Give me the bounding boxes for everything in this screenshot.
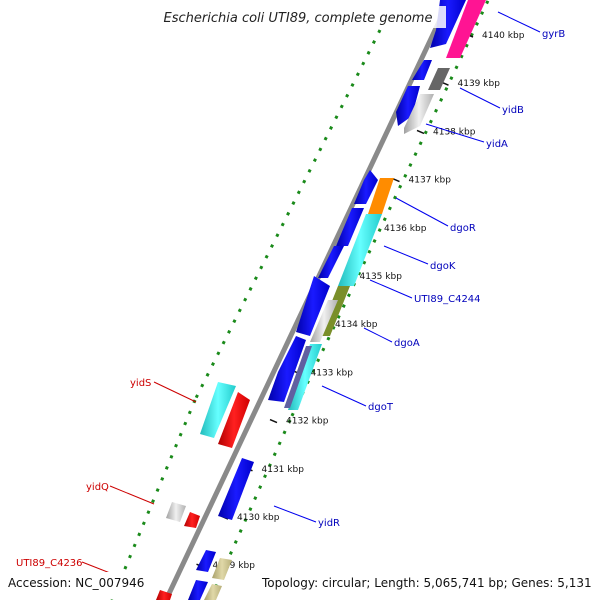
gene-yidA[interactable] <box>404 94 434 134</box>
footer-backdrop-right <box>256 572 596 592</box>
gene-lower-blue-1[interactable] <box>196 550 216 572</box>
gene-yidQ[interactable] <box>184 512 200 528</box>
accession-text: Accession: NC_007946 <box>8 576 144 590</box>
tick-label: 4130 kbp <box>237 513 280 523</box>
tick-label: 4137 kbp <box>409 176 452 186</box>
tick-label: 4140 kbp <box>482 31 525 41</box>
label-dgoR[interactable]: dgoR <box>450 223 476 234</box>
tick-mark <box>416 129 425 135</box>
label-dgoK[interactable]: dgoK <box>430 261 456 272</box>
gc-dotted-line-inner <box>193 29 382 401</box>
gene-dgoR[interactable] <box>368 178 394 214</box>
leader-yidR <box>273 505 317 523</box>
gene-dgoT[interactable] <box>288 344 322 410</box>
tick-mark <box>392 177 400 183</box>
leader-yidA <box>425 123 485 143</box>
gc-content-track <box>110 0 490 600</box>
tick-label: 4139 kbp <box>458 79 501 89</box>
gc-dotted-line-outer <box>288 0 490 421</box>
gene-dgoT-blue[interactable] <box>268 336 306 402</box>
label-yidB[interactable]: yidB <box>502 105 524 116</box>
footer-backdrop-left <box>4 572 154 592</box>
gene-lower-khaki-2[interactable] <box>204 584 222 600</box>
minus-strand-features <box>156 382 250 600</box>
gene-C4244-blue[interactable] <box>318 246 344 278</box>
gene-yidC[interactable] <box>412 60 432 80</box>
gene-dgoK[interactable] <box>338 214 382 286</box>
gene-yidB-gray[interactable] <box>428 68 450 90</box>
leader-dgoK <box>383 245 429 265</box>
label-UTI89_C4244[interactable]: UTI89_C4244 <box>414 294 481 305</box>
tick-label: 4135 kbp <box>360 272 403 282</box>
gene-yidS[interactable] <box>218 392 250 448</box>
gene-dgoA-gray[interactable] <box>310 300 338 342</box>
gc-dotted-line-outer-lower <box>208 419 292 600</box>
tick-label: 4131 kbp <box>262 465 305 475</box>
gene-lower-khaki-1[interactable] <box>212 558 232 580</box>
gene-gyrB-rna[interactable] <box>446 0 486 58</box>
leader-yidS <box>153 381 197 403</box>
leader-yidQ <box>109 485 155 505</box>
gene-dgoK-blue[interactable] <box>336 208 364 246</box>
leader-dgoA <box>363 327 393 343</box>
gc-dotted-line-inner-lower <box>110 399 197 600</box>
label-yidS[interactable]: yidS <box>130 378 151 389</box>
gene-dgoA-blue[interactable] <box>296 276 330 336</box>
label-dgoA[interactable]: dgoA <box>394 338 420 349</box>
tick-label: 4132 kbp <box>286 417 329 427</box>
label-yidR[interactable]: yidR <box>318 518 340 529</box>
leader-yidB <box>459 87 501 109</box>
gene-yidR[interactable] <box>218 458 254 520</box>
gene-dgoR-blue[interactable] <box>354 170 378 204</box>
tick-label: 4133 kbp <box>311 368 354 378</box>
label-gyrB[interactable]: gyrB <box>542 29 565 40</box>
gene-labels-plus: gyrB yidB yidA dgoR dgoK UTI89_C4244 dgo… <box>318 29 565 529</box>
label-UTI89_C4236[interactable]: UTI89_C4236 <box>16 558 83 569</box>
tick-label: 4129 kbp <box>213 561 256 571</box>
gene-dgoT-purple[interactable] <box>284 346 312 408</box>
leader-dgoT <box>321 385 367 407</box>
title-backdrop <box>150 6 446 28</box>
map-title: Escherichia coli UTI89, complete genome <box>164 11 433 26</box>
leader-gyrB <box>497 11 541 33</box>
tick-mark <box>269 418 278 424</box>
gene-lower-blue-2[interactable] <box>188 580 208 600</box>
plus-strand-features <box>188 0 486 600</box>
gene-C4236[interactable] <box>156 590 172 600</box>
label-dgoT[interactable]: dgoT <box>368 402 394 413</box>
label-yidQ[interactable]: yidQ <box>86 482 109 493</box>
label-yidA[interactable]: yidA <box>486 139 508 150</box>
tick-label: 4136 kbp <box>384 224 427 234</box>
tick-label: 4134 kbp <box>335 320 378 330</box>
gene-labels-minus: yidS yidQ UTI89_C4236 <box>16 378 151 569</box>
leader-C4244 <box>369 279 413 299</box>
genome-info-text: Topology: circular; Length: 5,065,741 bp… <box>261 576 592 590</box>
gene-yidB[interactable] <box>396 86 420 126</box>
gene-yidS-cyan[interactable] <box>200 382 236 438</box>
gene-yidQ-gray[interactable] <box>166 502 186 522</box>
leader-dgoR <box>395 197 449 227</box>
